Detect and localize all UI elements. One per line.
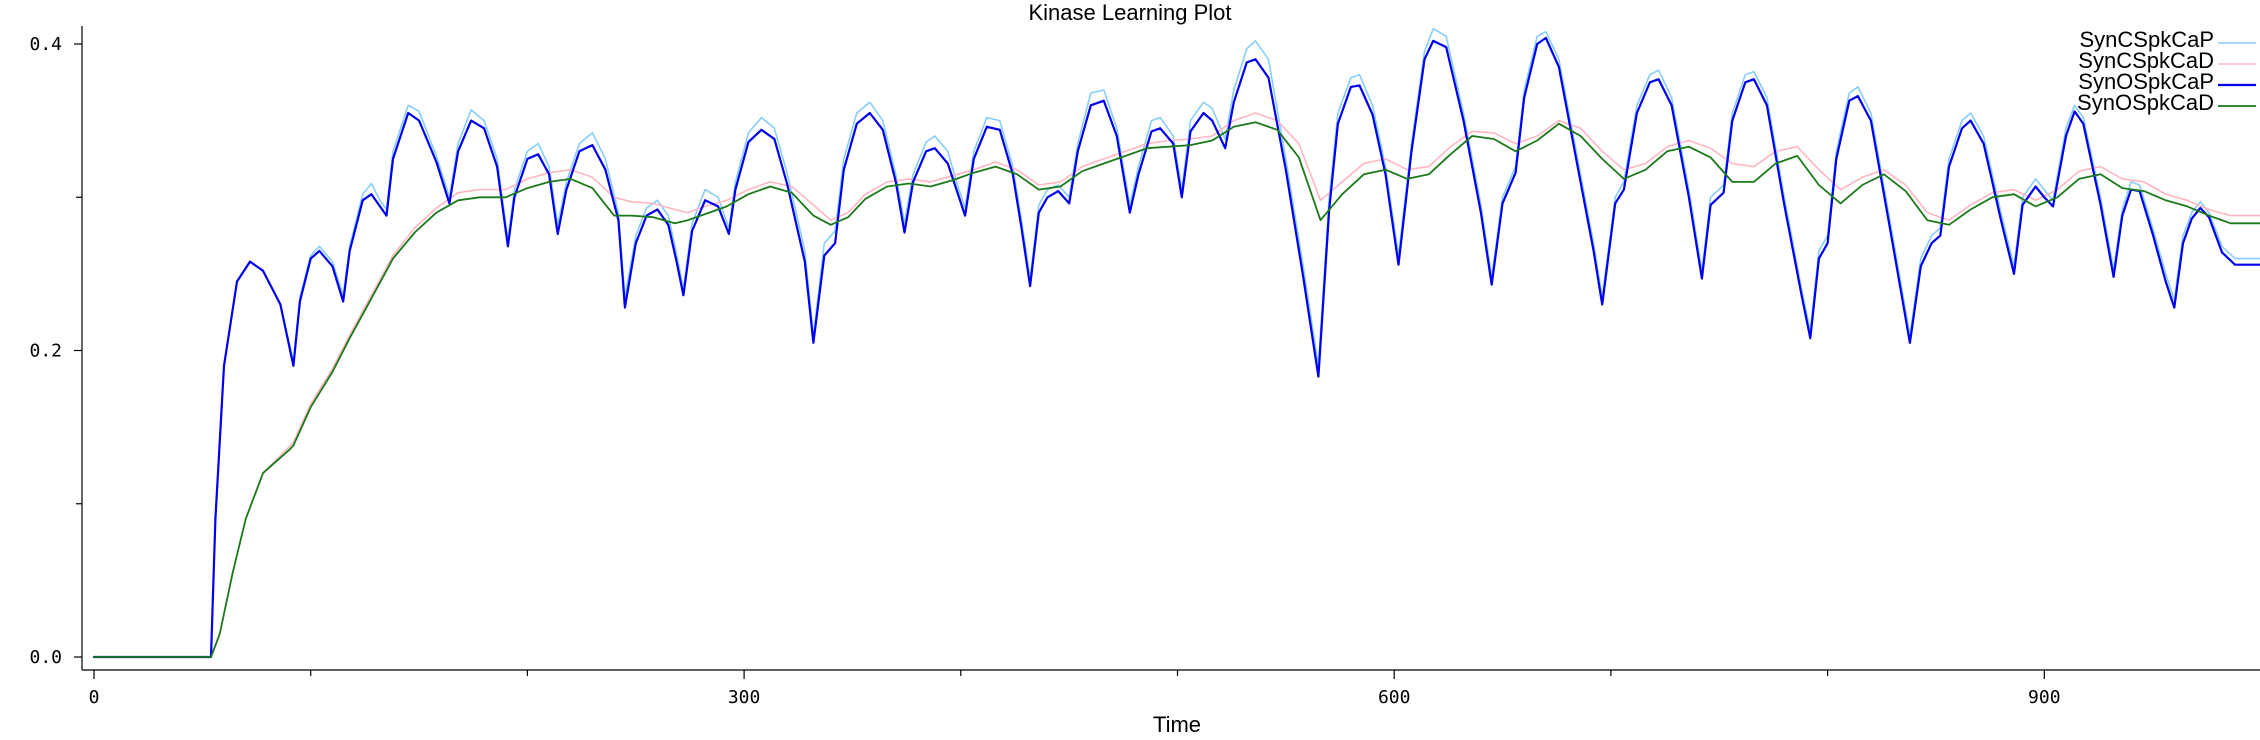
- x-ticks: 0 300 600 900: [89, 670, 2061, 708]
- legend-label: SynOSpkCaP: [2078, 69, 2214, 94]
- x-tick-label: 300: [728, 687, 761, 708]
- series-line-synospkcap: [92, 36, 2260, 659]
- series-line-synospkcad: [93, 121, 2260, 658]
- y-ticks: 0.0 0.2 0.4: [29, 34, 82, 668]
- x-tick-label: 900: [2028, 687, 2061, 708]
- y-tick-label: 0.2: [29, 341, 62, 362]
- axes: [81, 26, 2260, 671]
- chart-title: Kinase Learning Plot: [1028, 0, 1231, 25]
- x-axis-label: Time: [1153, 712, 1201, 737]
- x-tick-label: 600: [1378, 687, 1411, 708]
- y-tick-label: 0.0: [29, 647, 62, 668]
- legend-label: SynCSpkCaD: [2078, 48, 2214, 73]
- y-tick-label: 0.4: [29, 34, 62, 55]
- legend-label: SynCSpkCaP: [2079, 27, 2214, 52]
- legend-label: SynOSpkCaD: [2077, 90, 2214, 115]
- series-line-syncspkcad: [93, 112, 2260, 658]
- x-tick-label: 0: [89, 687, 100, 708]
- series-group: [92, 27, 2260, 659]
